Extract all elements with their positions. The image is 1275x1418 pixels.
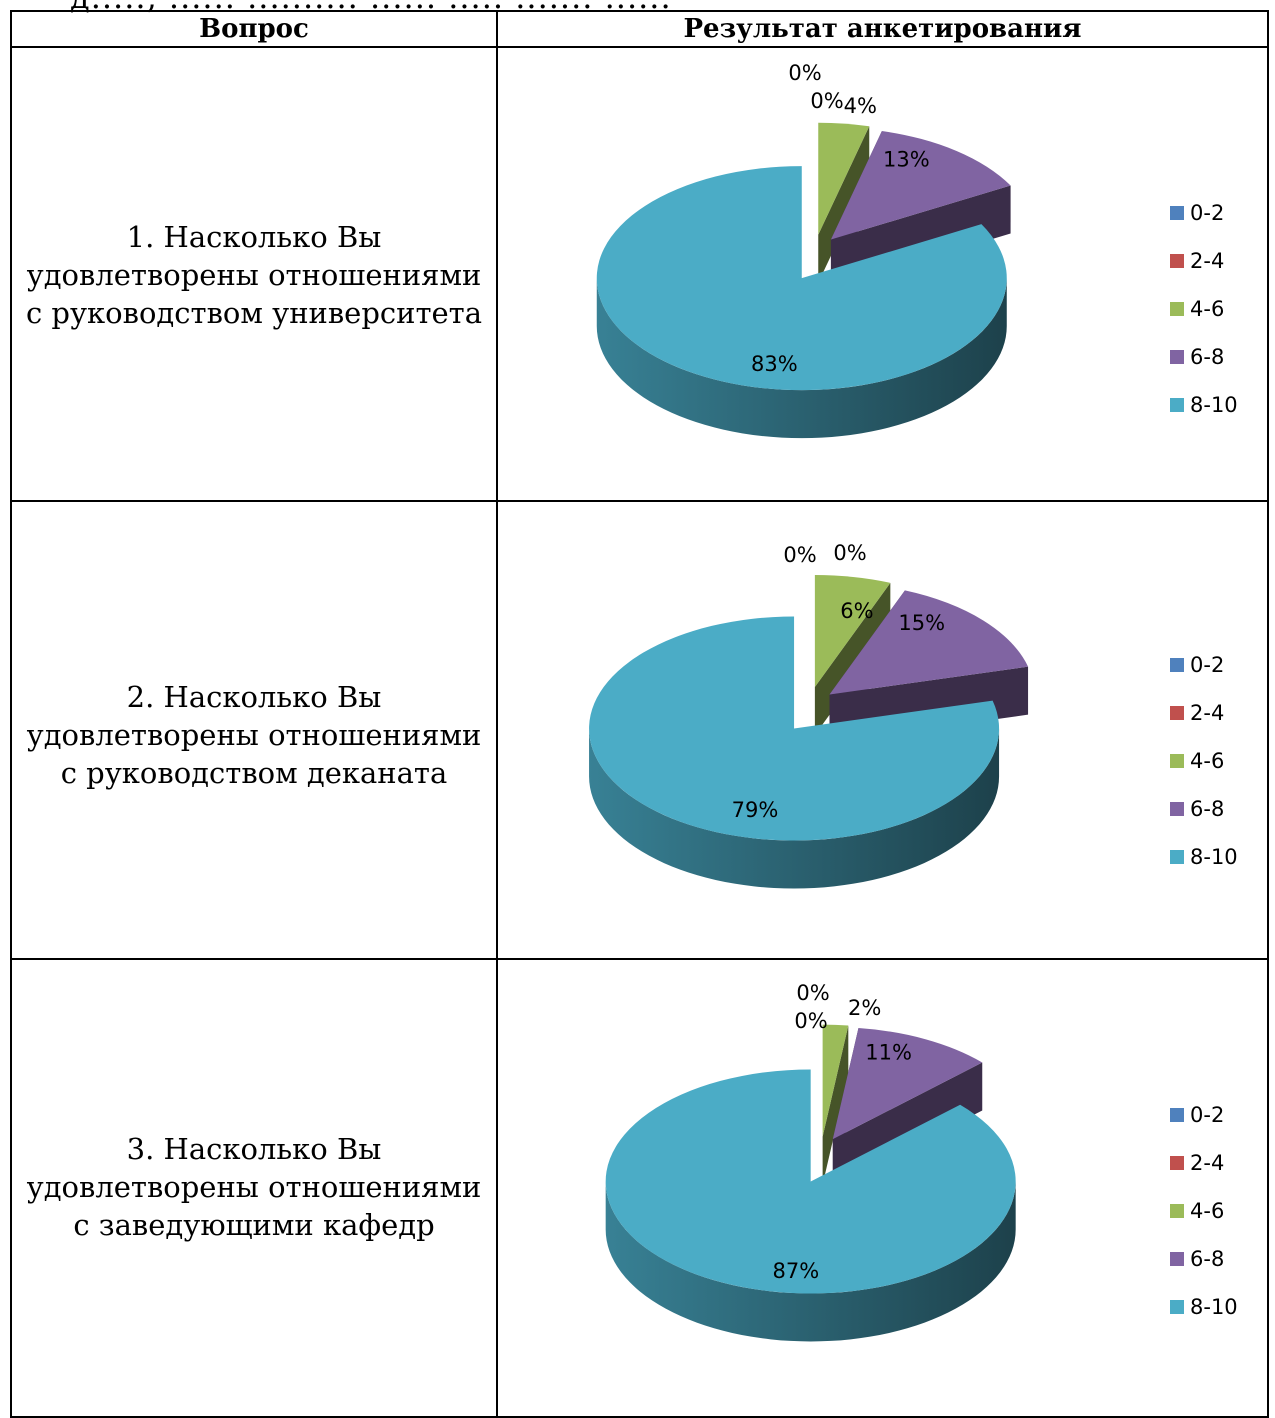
question-text: 2. Насколько Вы удовлетворены отношениям… xyxy=(26,680,482,790)
pie-slice-6-8 xyxy=(830,131,1011,240)
legend-swatch xyxy=(1170,658,1184,672)
question-cell: 2. Насколько Вы удовлетворены отношениям… xyxy=(10,500,498,960)
table-row: 3. Насколько Вы удовлетворены отношениям… xyxy=(10,958,1269,1418)
legend-label: 6-8 xyxy=(1190,345,1224,369)
legend-label: 4-6 xyxy=(1190,297,1224,321)
slice-label: 0% xyxy=(794,1009,827,1033)
legend-swatch xyxy=(1170,254,1184,268)
slice-label: 6% xyxy=(840,599,873,623)
slice-label: 0% xyxy=(783,543,816,567)
pie-chart-2: 0% 0% 6% 15% 79% 0-2 2-4 4-6 6-8 8-10 xyxy=(589,541,1238,889)
pie-slice-4-6 xyxy=(822,1024,849,1137)
legend-swatch xyxy=(1170,302,1184,316)
question-cell: 1. Насколько Вы удовлетворены отношениям… xyxy=(10,46,498,502)
pie-slices xyxy=(596,122,1011,439)
legend: 0-2 2-4 4-6 6-8 8-10 xyxy=(1170,201,1238,417)
pie-slice-6-8 xyxy=(832,1028,983,1140)
legend-label: 2-4 xyxy=(1190,701,1224,725)
legend-label: 0-2 xyxy=(1190,201,1224,225)
legend-swatch xyxy=(1170,398,1184,412)
legend-label: 4-6 xyxy=(1190,1199,1224,1223)
survey-table: Вопрос Результат анкетирования 1. Наскол… xyxy=(10,10,1269,1418)
slice-label: 2% xyxy=(848,996,881,1020)
legend-swatch xyxy=(1170,350,1184,364)
pie-slice-4-6 xyxy=(818,122,870,235)
legend-swatch xyxy=(1170,1300,1184,1314)
legend-label: 0-2 xyxy=(1190,653,1224,677)
legend-label: 0-2 xyxy=(1190,1103,1224,1127)
pie-slice-8-10 xyxy=(589,616,1000,841)
pie-slice-4-6 xyxy=(814,575,891,688)
pie-slice-8-10 xyxy=(596,166,1007,391)
legend-swatch xyxy=(1170,1252,1184,1266)
legend-swatch xyxy=(1170,1156,1184,1170)
chart-cell: 0% 0% 4% 13% 83% 0-2 2-4 4-6 6-8 8-10 xyxy=(496,46,1269,502)
chart-cell: 0% 0% 6% 15% 79% 0-2 2-4 4-6 6-8 8-10 xyxy=(496,500,1269,960)
legend: 0-2 2-4 4-6 6-8 8-10 xyxy=(1170,1103,1238,1319)
pie-chart-1: 0%0% 4%13%83%0-22-44-66-88-10 xyxy=(596,61,1238,439)
legend-label: 4-6 xyxy=(1190,749,1224,773)
slice-label: 79% xyxy=(732,798,779,822)
legend-swatch xyxy=(1170,1108,1184,1122)
legend-label: 2-4 xyxy=(1190,1151,1224,1175)
table-row: 1. Насколько Вы удовлетворены отношениям… xyxy=(10,46,1269,502)
legend-label: 6-8 xyxy=(1190,797,1224,821)
pie-slice-wall-4-6 xyxy=(822,1025,849,1185)
question-text: 3. Насколько Вы удовлетворены отношениям… xyxy=(26,1132,482,1242)
question-cell: 3. Насколько Вы удовлетворены отношениям… xyxy=(10,958,498,1418)
legend-swatch xyxy=(1170,754,1184,768)
slice-label: 0% xyxy=(796,981,829,1005)
slice-label: 0% xyxy=(810,89,843,113)
legend-label: 8-10 xyxy=(1190,1295,1238,1319)
legend-swatch xyxy=(1170,706,1184,720)
pie-slices xyxy=(589,575,1029,889)
pie-slice-6-8 xyxy=(829,590,1029,695)
header-question: Вопрос xyxy=(10,10,498,48)
question-text: 1. Насколько Вы удовлетворены отношениям… xyxy=(25,220,483,330)
pie-slices xyxy=(605,1024,1016,1342)
slice-label: 11% xyxy=(865,1040,912,1064)
table-row: 2. Насколько Вы удовлетворены отношениям… xyxy=(10,500,1269,960)
slice-label: 13% xyxy=(883,147,930,171)
legend-label: 8-10 xyxy=(1190,393,1238,417)
pie-slice-8-10 xyxy=(605,1069,1016,1294)
slice-label: 83% xyxy=(751,352,798,376)
slice-label: 0% xyxy=(788,61,821,85)
legend-label: 2-4 xyxy=(1190,249,1224,273)
pie-slice-side-8-10 xyxy=(605,1181,1016,1342)
legend-label: 8-10 xyxy=(1190,845,1238,869)
legend-swatch xyxy=(1170,1204,1184,1218)
pie-slice-side-8-10 xyxy=(589,728,1000,889)
chart-cell: 0% 0% 2% 11% 87% 0-2 2-4 4-6 6-8 8-10 xyxy=(496,958,1269,1418)
slice-label: 15% xyxy=(898,611,945,635)
legend-swatch xyxy=(1170,850,1184,864)
slice-label: 4% xyxy=(844,94,877,118)
legend: 0-2 2-4 4-6 6-8 8-10 xyxy=(1170,653,1238,869)
header-result: Результат анкетирования xyxy=(496,10,1269,48)
legend-swatch xyxy=(1170,206,1184,220)
legend-swatch xyxy=(1170,802,1184,816)
slice-label: 87% xyxy=(773,1259,820,1283)
legend-label: 6-8 xyxy=(1190,1247,1224,1271)
slice-label: 0% xyxy=(833,541,866,565)
pie-slice-side-8-10 xyxy=(596,278,1007,439)
pie-chart-3: 0% 0% 2% 11% 87% 0-2 2-4 4-6 6-8 8-10 xyxy=(605,981,1238,1342)
